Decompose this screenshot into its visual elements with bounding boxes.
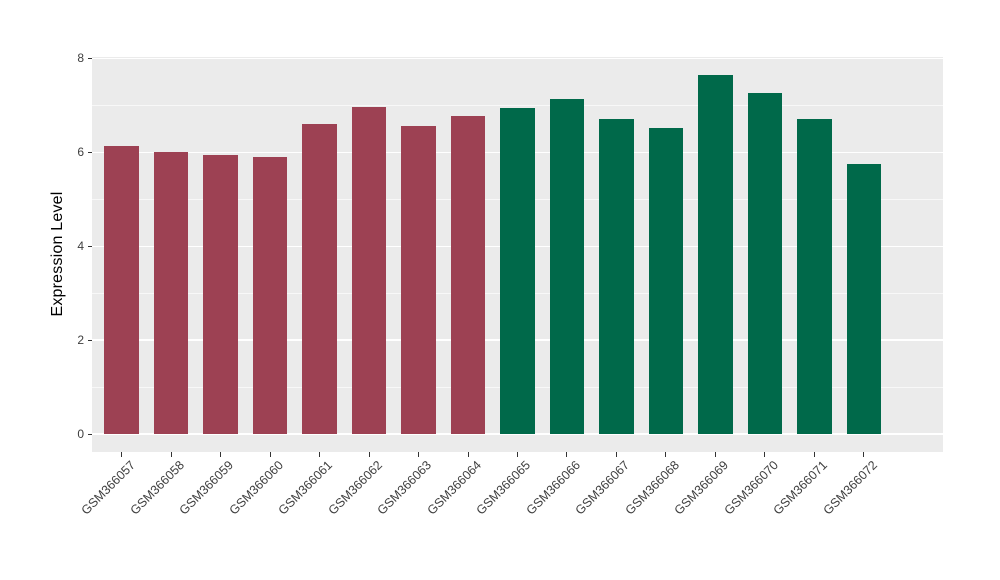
bar-GSM366069 [698,74,733,435]
bar-GSM366059 [203,154,238,435]
bar-GSM366061 [302,124,337,435]
x-tick-mark [269,452,271,457]
y-tick-label: 0 [77,427,84,442]
bar-GSM366062 [351,106,387,435]
x-tick-mark [220,452,222,457]
x-tick-mark [714,452,716,457]
x-tick-mark [319,452,321,457]
x-tick-mark [615,452,617,457]
y-tick-label: 8 [77,51,84,66]
x-tick-mark [566,452,568,457]
bar-GSM366064 [450,115,486,435]
y-axis-title: Expression Level [49,191,66,317]
bar-GSM366066 [549,99,585,435]
bar-GSM366071 [797,118,832,435]
x-tick-mark [170,452,172,457]
y-tick-mark [88,151,92,153]
gridline-major [92,57,943,60]
x-tick-mark [665,452,667,457]
bar-GSM366063 [401,126,436,435]
gridline-major [92,433,943,435]
x-tick-mark [467,452,469,457]
y-tick-mark [88,339,92,341]
gridline-minor [92,104,943,106]
y-tick-label: 4 [77,239,84,254]
x-tick-mark [517,452,518,457]
bar-GSM366057 [104,146,139,435]
bar-GSM366060 [252,157,288,435]
x-tick-mark [121,452,123,457]
y-tick-mark [88,433,92,435]
y-tick-label: 2 [77,333,84,348]
bar-GSM366058 [153,152,189,435]
y-tick-mark [88,57,92,59]
y-tick-mark [88,245,92,247]
bar-GSM366067 [599,118,634,435]
x-tick-mark [813,452,815,457]
bar-GSM366070 [747,92,783,435]
plot-panel [92,57,943,452]
x-tick-mark [764,452,766,457]
x-tick-mark [368,452,370,457]
x-tick-mark [863,452,865,457]
y-tick-label: 6 [77,145,84,160]
bar-GSM366065 [500,108,535,435]
x-tick-mark [418,452,420,457]
bar-GSM366068 [648,128,684,435]
bar-GSM366072 [846,164,882,435]
